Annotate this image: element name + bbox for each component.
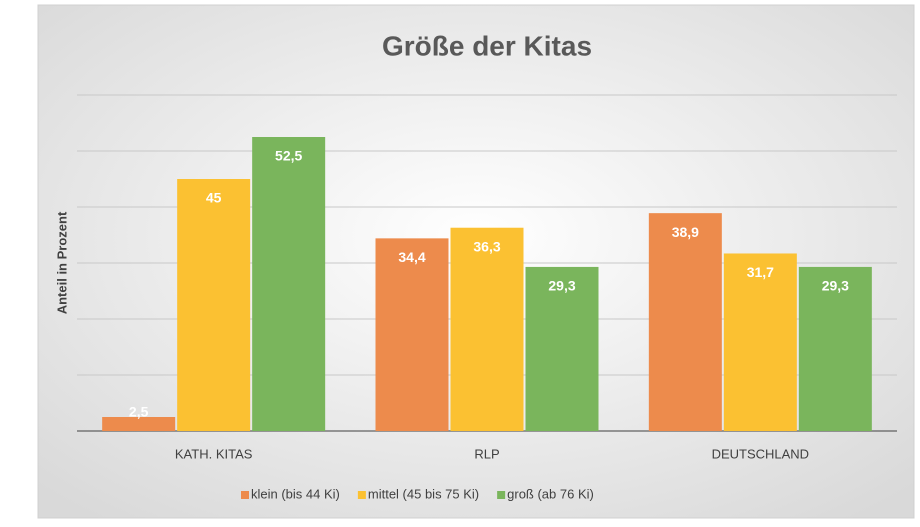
legend-label: mittel (45 bis 75 Ki) <box>368 486 479 501</box>
data-label: 31,7 <box>747 264 774 280</box>
x-tick-label: DEUTSCHLAND <box>712 446 810 461</box>
legend-label: klein (bis 44 Ki) <box>251 486 340 501</box>
bar <box>252 137 326 431</box>
data-label: 29,3 <box>822 278 849 294</box>
bar <box>525 266 599 431</box>
data-label: 36,3 <box>473 238 500 254</box>
data-label: 34,4 <box>398 249 425 265</box>
legend-label: groß (ab 76 Ki) <box>507 486 594 501</box>
x-tick-label: RLP <box>474 446 499 461</box>
data-label: 29,3 <box>548 278 575 294</box>
data-label: 2,5 <box>129 404 149 420</box>
y-axis-label: Anteil in Prozent <box>54 211 69 314</box>
data-label: 45 <box>206 190 222 206</box>
legend-swatch <box>357 491 366 499</box>
x-tick-label: KATH. KITAS <box>175 446 253 461</box>
bar <box>102 417 176 431</box>
chart-title: Größe der Kitas <box>382 30 592 61</box>
legend-swatch <box>497 491 506 499</box>
legend-swatch <box>241 491 249 499</box>
bar <box>177 179 251 431</box>
bar <box>375 238 449 431</box>
bar <box>648 213 722 431</box>
data-label: 52,5 <box>275 148 302 164</box>
bar <box>723 253 797 431</box>
data-label: 38,9 <box>672 224 699 240</box>
bar <box>450 227 524 431</box>
bar <box>798 266 872 431</box>
